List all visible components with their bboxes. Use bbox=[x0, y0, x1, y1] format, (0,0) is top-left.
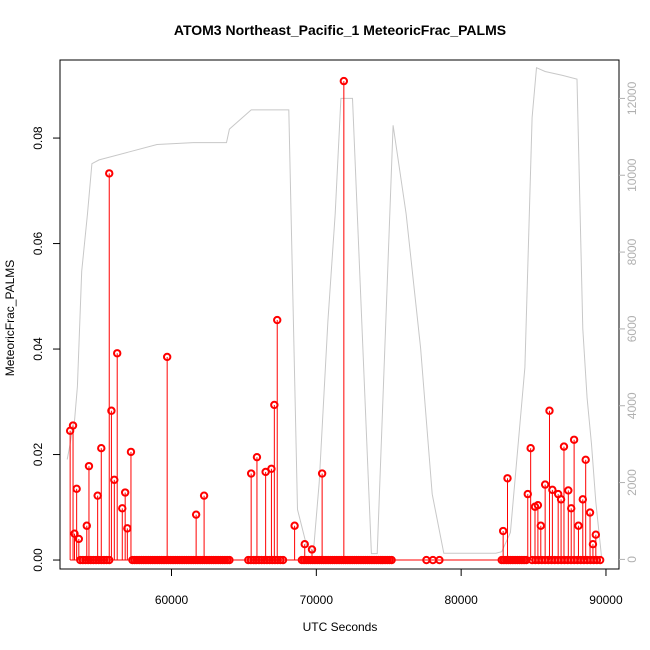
data-point bbox=[545, 406, 554, 415]
data-point bbox=[498, 526, 508, 536]
stem-layer bbox=[69, 81, 601, 561]
data-point bbox=[435, 555, 444, 565]
x-axis-label: UTC Seconds bbox=[303, 620, 378, 634]
data-point bbox=[162, 352, 172, 362]
altitude-layer bbox=[66, 66, 603, 558]
y2-tick-label: 12000 bbox=[625, 81, 639, 115]
data-point bbox=[290, 521, 299, 530]
data-point bbox=[578, 495, 587, 504]
data-point bbox=[70, 529, 79, 538]
y2-tick-label: 0 bbox=[625, 556, 639, 563]
y2-tick-label: 8000 bbox=[625, 238, 639, 265]
data-point bbox=[225, 555, 234, 565]
data-point bbox=[559, 442, 569, 451]
data-point bbox=[126, 447, 136, 457]
y-tick-label: 0.06 bbox=[31, 232, 45, 256]
data-point bbox=[278, 555, 288, 565]
data-point bbox=[110, 475, 119, 485]
data-point bbox=[307, 545, 317, 554]
data-point bbox=[123, 524, 132, 533]
data-point bbox=[105, 169, 114, 178]
data-point bbox=[120, 488, 130, 497]
data-point bbox=[533, 500, 543, 510]
y-axis: 0.00 0.02 0.04 0.06 0.08 bbox=[31, 126, 60, 572]
x-tick-label: 80000 bbox=[444, 593, 478, 607]
y2-tick-label: 10000 bbox=[625, 158, 639, 192]
y-tick-label: 0.00 bbox=[31, 548, 45, 572]
y2-tick-label: 6000 bbox=[625, 315, 639, 342]
data-point bbox=[548, 485, 557, 495]
data-point bbox=[523, 489, 532, 499]
data-point bbox=[107, 406, 116, 415]
data-point bbox=[592, 555, 602, 565]
data-point bbox=[68, 421, 78, 430]
data-point bbox=[97, 444, 106, 453]
y-axis-label: MeteoricFrac_PALMS bbox=[3, 260, 17, 376]
data-point bbox=[581, 455, 590, 465]
data-point bbox=[246, 469, 256, 478]
data-point bbox=[191, 510, 201, 519]
data-point bbox=[300, 540, 309, 549]
y-tick-label: 0.02 bbox=[31, 443, 45, 467]
data-point bbox=[199, 491, 209, 500]
data-point bbox=[72, 484, 81, 494]
data-point bbox=[113, 349, 122, 358]
data-point bbox=[84, 461, 94, 471]
data-point bbox=[564, 486, 573, 495]
data-point bbox=[595, 555, 605, 565]
data-point bbox=[252, 452, 262, 462]
data-point bbox=[387, 555, 396, 565]
y-tick-label: 0.04 bbox=[31, 337, 45, 361]
data-point bbox=[536, 521, 545, 530]
data-point bbox=[585, 508, 595, 517]
data-point bbox=[118, 504, 127, 513]
x-tick-label: 70000 bbox=[300, 593, 334, 607]
data-point bbox=[591, 530, 601, 539]
y2-tick-label: 4000 bbox=[625, 392, 639, 419]
data-point bbox=[93, 491, 102, 500]
x-tick-label: 90000 bbox=[589, 593, 623, 607]
data-point bbox=[105, 555, 114, 565]
y2-tick-label: 2000 bbox=[625, 469, 639, 496]
point-layer bbox=[65, 76, 605, 565]
data-point bbox=[588, 540, 598, 549]
data-point bbox=[503, 474, 512, 483]
data-point bbox=[273, 315, 282, 325]
data-point bbox=[267, 464, 276, 473]
data-point bbox=[339, 76, 349, 86]
chart-title: ATOM3 Northeast_Pacific_1 MeteoricFrac_P… bbox=[174, 22, 506, 38]
data-point bbox=[567, 504, 576, 513]
data-point bbox=[540, 480, 550, 489]
altitude-line bbox=[66, 66, 603, 558]
x-axis: 60000 70000 80000 90000 bbox=[155, 568, 623, 607]
data-point bbox=[317, 469, 327, 478]
data-point bbox=[569, 435, 579, 444]
data-point bbox=[556, 495, 566, 504]
data-point bbox=[82, 521, 91, 530]
data-point bbox=[270, 400, 279, 410]
x-tick-label: 60000 bbox=[155, 593, 189, 607]
data-point bbox=[74, 534, 84, 544]
data-point bbox=[574, 521, 583, 530]
right-axis: 0 2000 4000 6000 8000 10000 12000 bbox=[619, 81, 639, 563]
data-point bbox=[526, 444, 535, 453]
y-tick-label: 0.08 bbox=[31, 126, 45, 150]
